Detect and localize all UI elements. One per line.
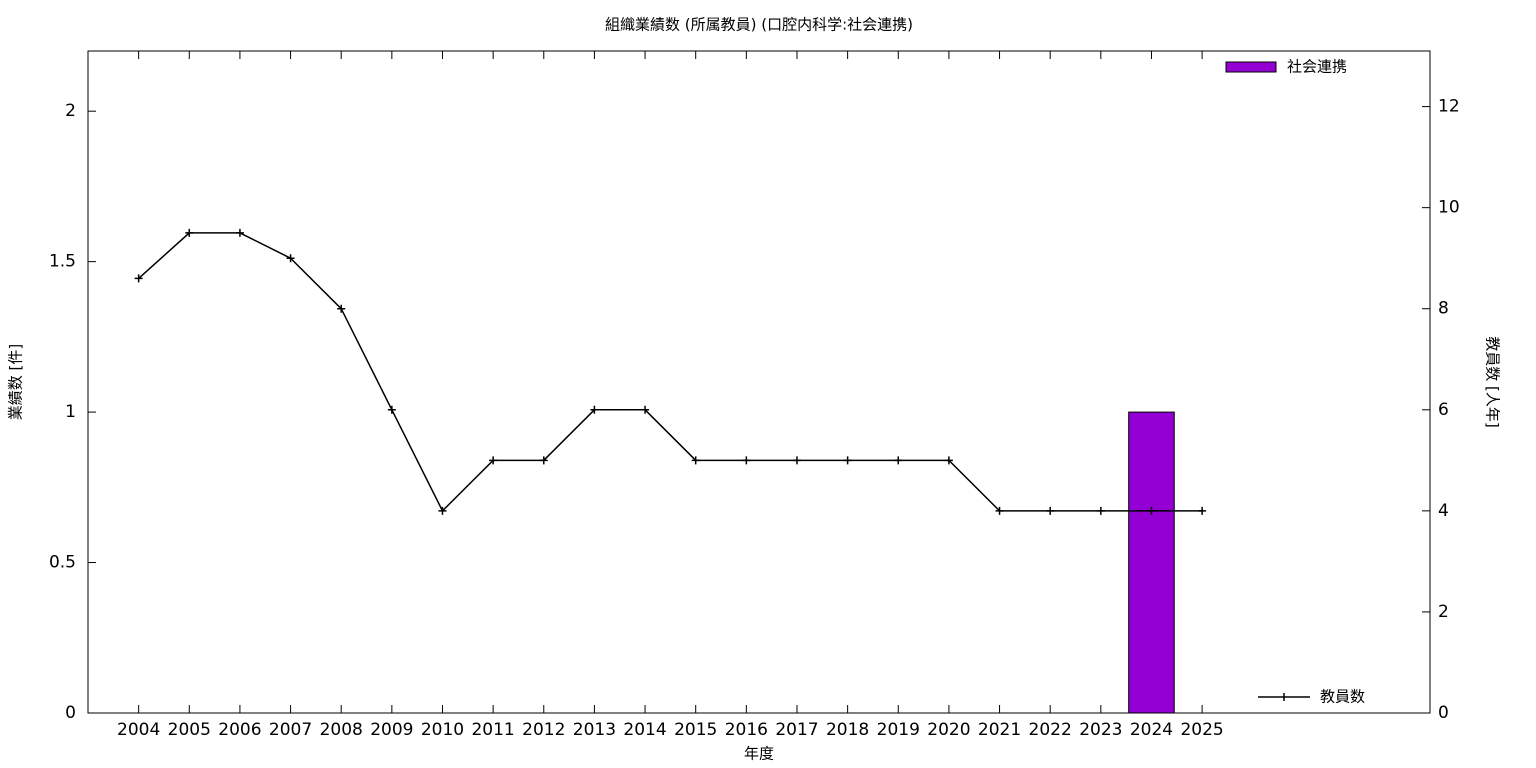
y2-tick-label: 8	[1438, 299, 1449, 319]
point	[944, 456, 953, 465]
point	[337, 304, 346, 313]
x-tick-label: 2021	[978, 720, 1021, 740]
plot-frame	[87, 50, 1431, 714]
x-tick-label: 2013	[573, 720, 616, 740]
x-tick-label: 2012	[522, 720, 565, 740]
point	[590, 405, 599, 414]
chart-title: 組織業績数 (所属教員) (口腔内科学:社会連携)	[605, 16, 913, 34]
legend-swatch	[1225, 61, 1277, 73]
point	[843, 456, 852, 465]
x-tick-label: 2023	[1079, 720, 1122, 740]
x-tick-label: 2008	[320, 720, 363, 740]
y-tick-label: 0	[65, 703, 76, 723]
point	[438, 506, 447, 515]
point	[792, 456, 801, 465]
point	[995, 506, 1004, 515]
point	[894, 456, 903, 465]
x-tick-label: 2006	[218, 720, 261, 740]
point	[539, 456, 548, 465]
x-tick-label: 2011	[471, 720, 514, 740]
point	[641, 405, 650, 414]
x-tick-label: 2022	[1029, 720, 1072, 740]
x-tick-label: 2004	[117, 720, 160, 740]
point	[742, 456, 751, 465]
x-tick-label: 2010	[421, 720, 464, 740]
x-tick-label: 2007	[269, 720, 312, 740]
y-tick-label: 1.5	[49, 252, 76, 272]
x-tick-label: 2009	[370, 720, 413, 740]
legend-line	[1258, 693, 1310, 701]
point	[1147, 506, 1156, 515]
y-tick-label: 0.5	[49, 553, 76, 573]
legend-label: 社会連携	[1287, 58, 1347, 76]
y2-tick-label: 10	[1438, 198, 1460, 218]
x-tick-label: 2020	[927, 720, 970, 740]
point	[235, 228, 244, 237]
point	[691, 456, 700, 465]
point	[1046, 506, 1055, 515]
point	[489, 456, 498, 465]
x-tick-label: 2005	[168, 720, 211, 740]
line	[138, 232, 1203, 513]
y-tick-label: 2	[65, 101, 76, 121]
x-tick-label: 2014	[623, 720, 666, 740]
y-tick-label: 1	[65, 402, 76, 422]
x-axis-label: 年度	[744, 745, 774, 763]
x-tick-label: 2019	[877, 720, 920, 740]
x-tick-label: 2025	[1180, 720, 1223, 740]
point	[185, 228, 194, 237]
y2-tick-label: 0	[1438, 703, 1449, 723]
point	[1198, 506, 1207, 515]
y2-tick-label: 2	[1438, 602, 1449, 622]
x-tick-label: 2018	[826, 720, 869, 740]
y2-tick-label: 6	[1438, 400, 1449, 420]
x-tick-label: 2017	[775, 720, 818, 740]
y2-axis-label: 教員数 [人年]	[1484, 336, 1502, 427]
bar	[1128, 411, 1175, 714]
point	[286, 254, 295, 263]
x-tick-label: 2024	[1130, 720, 1173, 740]
y2-tick-label: 4	[1438, 501, 1449, 521]
point	[387, 405, 396, 414]
legend-label: 教員数	[1320, 688, 1365, 706]
y2-tick-label: 12	[1438, 97, 1460, 117]
x-tick-label: 2016	[725, 720, 768, 740]
x-tick-label: 2015	[674, 720, 717, 740]
point	[134, 274, 143, 283]
y-axis-label: 業績数 [件]	[7, 344, 25, 420]
point	[1096, 506, 1105, 515]
